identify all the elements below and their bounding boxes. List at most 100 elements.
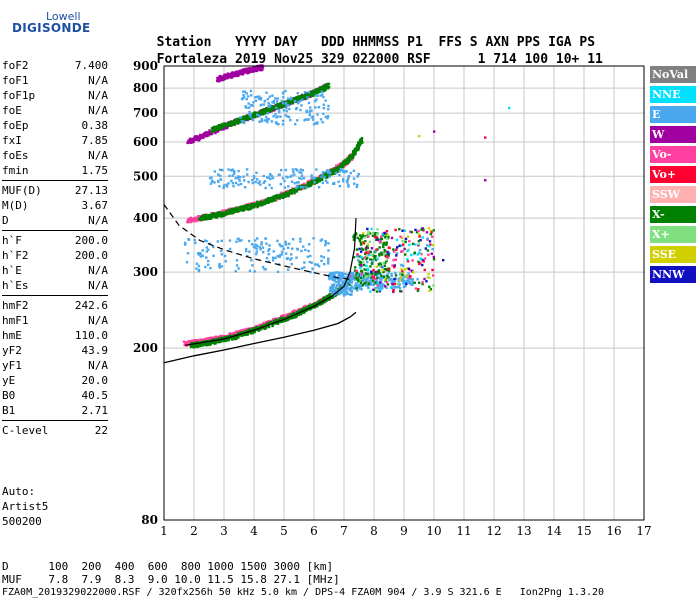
echo-dot [250, 243, 254, 246]
echo-dot [385, 237, 389, 240]
header-label-pps: PPS [516, 35, 541, 50]
echo-dot [276, 322, 280, 325]
echo-dot [345, 179, 349, 183]
echo-dot [305, 110, 308, 114]
echo-dot [280, 191, 283, 195]
echo-dot [364, 248, 368, 251]
echo-dot [248, 250, 251, 253]
echo-dot [385, 281, 389, 284]
echo-dot [343, 160, 347, 163]
echo-dot [303, 310, 306, 313]
echo-dot [379, 265, 382, 268]
echo-dot [306, 308, 309, 312]
echo-dot [232, 170, 236, 173]
echo-dot [338, 292, 341, 296]
echo-dot [258, 68, 261, 72]
echo-dot [222, 126, 225, 129]
echo-dot [309, 254, 312, 258]
echo-dot [319, 239, 322, 242]
echo-dot [426, 276, 429, 279]
echo-dot [270, 104, 274, 108]
echo-dot [221, 77, 225, 81]
echo-dot [194, 345, 197, 348]
echo-dot [383, 285, 387, 288]
echo-dot [236, 122, 239, 125]
echo-dot [422, 260, 425, 263]
echo-dot [366, 276, 369, 279]
echo-dot [360, 270, 364, 273]
echo-dot [197, 137, 200, 141]
echo-dot [310, 261, 313, 264]
echo-dot [417, 229, 420, 233]
echo-dot [386, 273, 389, 276]
echo-dot [293, 99, 297, 103]
echo-dot [263, 108, 266, 111]
echo-dot [360, 263, 363, 267]
echo-dot [371, 231, 375, 235]
echo-dot [237, 329, 241, 333]
echo-dot [260, 241, 263, 244]
echo-dot [220, 128, 224, 131]
echo-dot [320, 259, 323, 263]
echo-dot [233, 121, 236, 124]
echo-dot [351, 156, 354, 159]
echo-dot [336, 281, 340, 284]
echo-dot [225, 185, 229, 188]
echo-dot [231, 207, 235, 210]
echo-dot [387, 254, 391, 257]
echo-dot [218, 213, 222, 216]
echo-dot [271, 323, 274, 326]
echo-dot [289, 313, 292, 316]
echo-dot [429, 232, 432, 236]
echo-dot [347, 280, 350, 283]
echo-dot [195, 217, 199, 220]
echo-dot [309, 270, 312, 274]
echo-dot [245, 106, 248, 109]
echo-dot [310, 181, 313, 185]
echo-dot [276, 254, 279, 258]
echo-dot [423, 277, 426, 281]
echo-dot [340, 271, 343, 275]
echo-dot [353, 266, 357, 269]
y-tick-label: 80 [141, 513, 158, 527]
echo-dot [234, 331, 238, 334]
echo-dot [367, 233, 370, 236]
param-name: yF2 [2, 344, 22, 357]
echo-dot [243, 208, 246, 211]
echo-dot [373, 280, 376, 284]
echo-dot [376, 228, 379, 231]
echo-dot [315, 98, 318, 101]
echo-dot [290, 189, 293, 193]
echo-dot [285, 103, 288, 107]
echo-dot [406, 260, 410, 263]
echo-dot [234, 176, 237, 180]
echo-dot [347, 158, 350, 162]
echo-dot [272, 319, 276, 322]
echo-dot [280, 99, 283, 103]
echo-dot [267, 260, 270, 263]
echo-dot [210, 127, 214, 130]
echo-dot [225, 212, 228, 216]
echo-dot [367, 235, 370, 238]
echo-dot [382, 275, 386, 278]
echo-dot [219, 334, 222, 338]
echo-dot [381, 283, 385, 286]
echo-dot [367, 282, 371, 285]
echo-dot [375, 281, 378, 284]
echo-dot [194, 241, 197, 245]
echo-dot [303, 91, 307, 94]
echo-dot [231, 332, 235, 336]
echo-dot [302, 305, 306, 308]
echo-dot [406, 258, 409, 261]
echo-dot [192, 346, 196, 349]
echo-dot [274, 97, 277, 100]
echo-dot [251, 104, 254, 107]
echo-dot [284, 195, 287, 198]
echo-dot [297, 98, 300, 101]
echo-dot [216, 126, 220, 130]
echo-dot [244, 247, 248, 251]
echo-dot [367, 286, 370, 289]
echo-dot [253, 113, 257, 116]
echo-dot [312, 177, 315, 180]
echo-dot [293, 173, 296, 176]
